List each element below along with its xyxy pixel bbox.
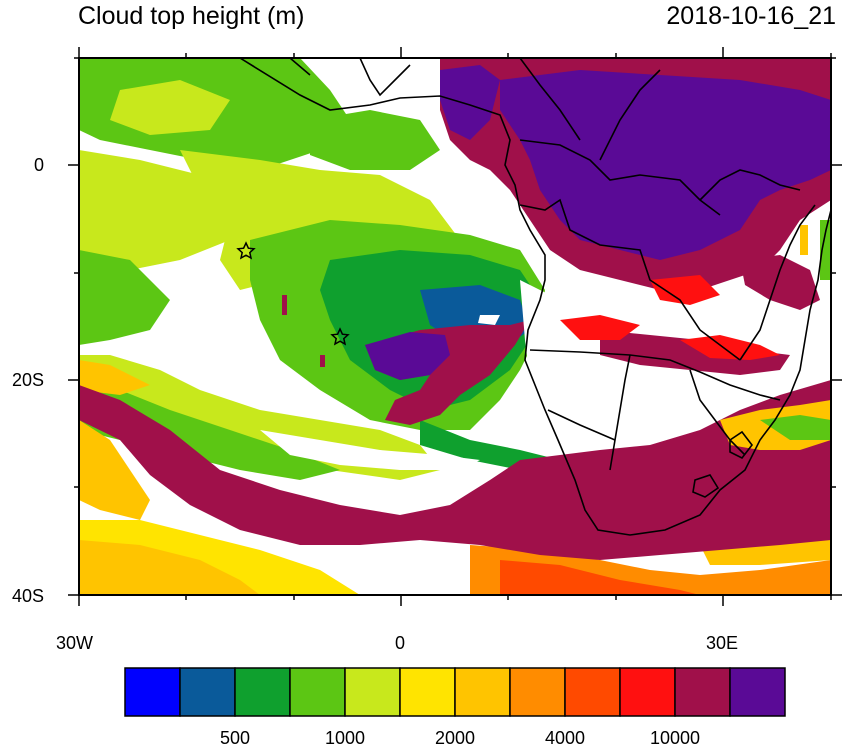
- station-star-2: [330, 327, 350, 346]
- lon-label-30w: 30W: [56, 633, 94, 653]
- lat-label-20s: 20S: [11, 370, 44, 390]
- colorbar-swatch: [124, 667, 181, 717]
- colorbar-label-10000: 10000: [649, 728, 701, 748]
- map-field: [79, 58, 831, 595]
- lon-label-30e: 30E: [706, 633, 739, 653]
- colorbar-swatch: [399, 667, 456, 717]
- colorbar-label-1000: 1000: [324, 728, 366, 748]
- colorbar-swatch: [234, 667, 291, 717]
- colorbar-swatch: [454, 667, 511, 717]
- axis-ticks: [68, 47, 842, 606]
- lat-label-40s: 40S: [11, 586, 44, 606]
- colorbar-swatch: [179, 667, 236, 717]
- colorbar-label-2000: 2000: [434, 728, 476, 748]
- lon-label-0: 0: [395, 633, 406, 653]
- map-title: Cloud top height (m): [78, 2, 305, 30]
- colorbar-label-4000: 4000: [544, 728, 586, 748]
- map-frame: [78, 57, 832, 596]
- colorbar-swatch: [344, 667, 401, 717]
- colorbar-swatch: [619, 667, 676, 717]
- colorbar-swatch: [674, 667, 731, 717]
- map-timestamp: 2018-10-16_21: [666, 2, 836, 30]
- colorbar-label-500: 500: [219, 728, 251, 748]
- colorbar-swatch: [509, 667, 566, 717]
- colorbar-swatch: [289, 667, 346, 717]
- colorbar-swatch: [729, 667, 786, 717]
- lat-label-0: 0: [33, 155, 44, 175]
- colorbar-swatch: [564, 667, 621, 717]
- colorbar: [124, 667, 786, 717]
- station-star-1: [236, 241, 256, 260]
- star-markers: [236, 241, 350, 346]
